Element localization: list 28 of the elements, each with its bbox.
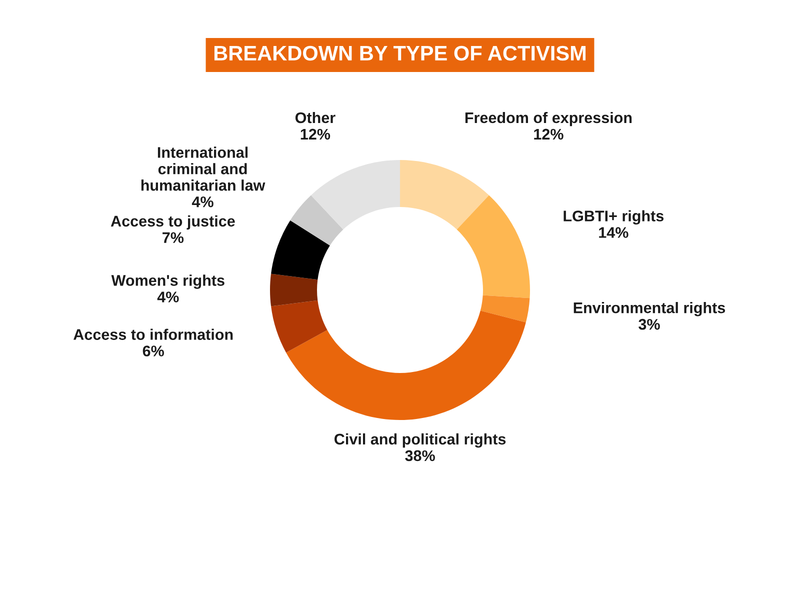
slice-label: Women's rights <box>111 274 224 289</box>
data-label: 12% <box>300 128 330 140</box>
slice-label: Freedom of expression <box>465 112 632 126</box>
slice-label: Access to justice <box>110 215 235 230</box>
data-label: 38% <box>405 450 435 462</box>
slice-label: Access to information <box>74 328 233 340</box>
data-label: 3% <box>638 318 660 330</box>
chart-title: BREAKDOWN BY TYPE OF ACTIVISM <box>214 46 586 61</box>
slice-label: Other <box>295 112 336 124</box>
data-label: 6% <box>142 346 164 356</box>
data-label: 14% <box>599 227 628 238</box>
donut-slice <box>271 300 328 353</box>
slice-label: LGBTI+ rights <box>564 210 664 225</box>
donut-slice <box>270 274 318 306</box>
donut-slice <box>480 295 530 322</box>
data-label: 4% <box>192 196 214 208</box>
data-label: 12% <box>534 128 564 140</box>
donut-slice <box>400 160 489 230</box>
donut-slice <box>456 195 530 298</box>
slice-label: Environmental rights <box>574 302 726 316</box>
slice-label: Civil and political rights <box>334 433 506 448</box>
slice-label: International criminal and humanitarian law <box>141 146 266 191</box>
data-label: 7% <box>162 232 184 244</box>
data-label: 4% <box>157 292 179 302</box>
donut-slice <box>271 220 330 280</box>
donut-slice <box>286 310 526 420</box>
donut-slice <box>311 160 400 230</box>
donut-slice <box>290 195 344 246</box>
